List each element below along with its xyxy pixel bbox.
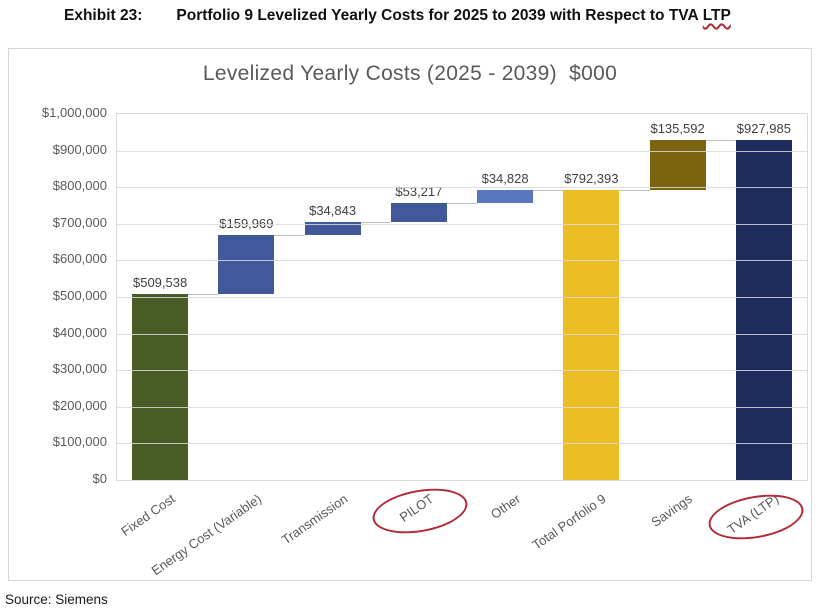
waterfall-connector xyxy=(705,140,736,142)
gridline xyxy=(117,443,807,445)
annotation-ellipse-pilot xyxy=(368,481,471,540)
bar-transmission xyxy=(304,222,361,235)
gridline xyxy=(117,187,807,189)
y-axis-tick-label: $0 xyxy=(92,471,107,486)
y-axis-tick-label: $600,000 xyxy=(52,251,107,267)
bar-energy-cost-variable xyxy=(218,235,275,294)
bar-pilot xyxy=(390,202,447,223)
y-axis-tick-label: $700,000 xyxy=(52,214,107,230)
x-axis-label-transmission: Transmission xyxy=(278,491,351,548)
bar-savings xyxy=(649,140,706,190)
x-axis-label-other: Other xyxy=(487,491,523,522)
bar-value-label: $34,828 xyxy=(481,171,529,186)
exhibit-title-flagged-word: LTP xyxy=(702,7,731,24)
bar-other xyxy=(477,190,534,203)
exhibit-label: Exhibit 23: xyxy=(64,7,143,24)
bar-value-label: $34,843 xyxy=(309,203,357,219)
y-axis-tick-label: $200,000 xyxy=(52,397,107,413)
bar-value-label: $792,393 xyxy=(564,171,619,186)
y-axis-tick-label: $1,000,000 xyxy=(41,105,107,120)
bar-fixed-cost xyxy=(132,293,189,480)
y-axis-tick-label: $300,000 xyxy=(52,361,107,377)
bar-value-label: $509,538 xyxy=(132,274,188,290)
bar-value-label: $135,592 xyxy=(650,121,705,137)
exhibit-header: Exhibit 23: Portfolio 9 Levelized Yearly … xyxy=(64,7,731,25)
gridline xyxy=(117,260,807,262)
y-axis-tick-label: $900,000 xyxy=(52,141,107,157)
gridline xyxy=(117,297,807,298)
waterfall-connector xyxy=(274,235,305,236)
bar-value-label: $159,969 xyxy=(219,216,274,231)
gridline xyxy=(117,370,807,372)
waterfall-connector xyxy=(619,190,650,191)
gridline xyxy=(117,406,807,408)
y-axis-tick-label: $400,000 xyxy=(52,324,107,340)
bar-total-porfolio-9 xyxy=(563,190,620,480)
waterfall-connector xyxy=(446,202,478,204)
y-axis-tick-label: $800,000 xyxy=(52,178,107,194)
y-axis-tick-label: $500,000 xyxy=(52,288,107,303)
gridline xyxy=(117,223,807,225)
x-axis-label-fixed-cost: Fixed Cost xyxy=(118,491,178,539)
waterfall-connector xyxy=(533,190,564,191)
gridline xyxy=(117,150,807,152)
chart-title: Levelized Yearly Costs (2025 - 2039) $00… xyxy=(202,62,618,85)
chart-container: Levelized Yearly Costs (2025 - 2039) $00… xyxy=(8,48,812,581)
x-axis-label-total-porfolio-9: Total Porfolio 9 xyxy=(529,491,610,553)
source-note: Source: Siemens xyxy=(5,592,108,607)
annotation-ellipse-tva-ltp xyxy=(705,487,808,547)
bar-tva-ltp xyxy=(735,140,792,480)
waterfall-connector xyxy=(360,222,391,224)
y-axis-tick-label: $100,000 xyxy=(52,434,107,450)
plot-area: $509,538 $159,969 $34,843 $53,217 $34,828 $79… xyxy=(116,113,808,481)
x-axis-label-savings: Savings xyxy=(648,491,696,530)
gridline xyxy=(117,333,807,335)
exhibit-title-text: Portfolio 9 Levelized Yearly Costs for 2… xyxy=(176,7,699,24)
bar-value-label: $927,985 xyxy=(736,121,791,137)
waterfall-connector xyxy=(188,293,219,295)
